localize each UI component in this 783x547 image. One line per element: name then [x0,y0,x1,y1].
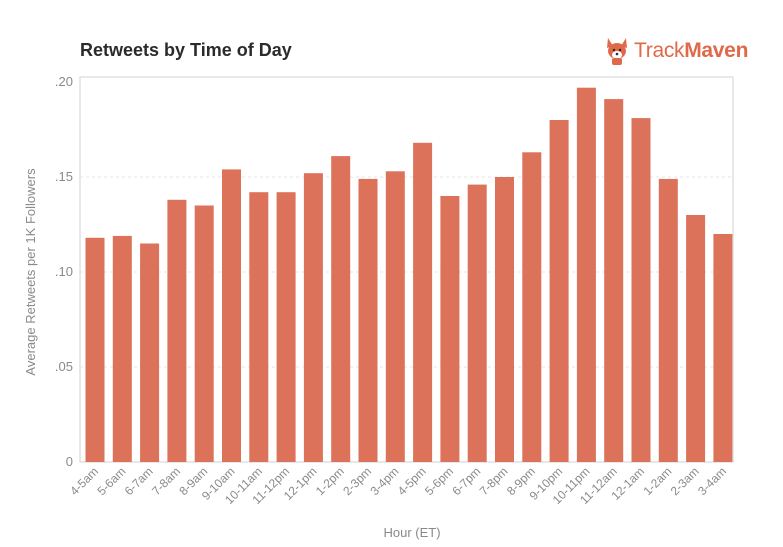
bar-6-7pm [467,184,487,462]
x-axis-label: Hour (ET) [383,525,440,540]
bar-8-9am [194,205,214,462]
bar-9-10pm [549,120,569,462]
x-tick-label: 5-6pm [422,464,456,498]
bar-1-2am [658,178,678,462]
bar-3-4am [713,234,733,462]
x-tick-label: 7-8am [149,464,183,498]
x-tick-label: 1-2pm [313,464,347,498]
y-tick-label: .05 [55,359,73,374]
y-tick-label: .20 [55,74,73,89]
plot-frame [79,76,734,463]
bar-11-12am [604,99,624,462]
bar-2-3am [686,215,706,462]
brand-name-part2: Maven [684,39,749,62]
bar-12-1pm [303,173,323,462]
x-tick-label: 3-4pm [367,464,401,498]
trackmaven-logo: TrackMaven [604,36,748,66]
bar-7-8am [167,199,187,463]
brand-name: TrackMaven [634,39,748,63]
chart-title: Retweets by Time of Day [80,40,292,60]
x-tick-label: 1-2am [640,464,674,498]
y-tick-label: .15 [55,169,73,184]
x-tick-label: 6-7pm [449,464,483,498]
x-tick-label: 3-4am [695,464,729,498]
y-tick-label: 0 [66,454,73,469]
bar-11-12pm [276,192,296,462]
brand-name-part1: Track [634,39,685,62]
bar-3-4pm [385,171,405,463]
x-tick-label: 4-5am [67,464,101,498]
bar-5-6pm [440,196,460,462]
bar-7-8pm [495,177,514,462]
x-tick-label: 2-3am [668,464,702,498]
bar-8-9pm [522,152,542,463]
bar-10-11pm [576,87,596,462]
bar-10-11am [249,192,269,462]
x-tick-label: 2-3pm [340,464,374,498]
bar-6-7am [140,243,160,462]
bar-1-2pm [331,156,351,462]
x-tick-label: 4-5pm [395,464,429,498]
x-axis-ticks: 4-5am5-6am6-7am7-8am8-9am9-10am10-11am11… [67,464,729,507]
y-tick-label: .10 [55,264,73,279]
bar-4-5pm [413,142,433,463]
bar-4-5am [85,237,105,462]
x-tick-label: 6-7am [122,464,156,498]
y-axis-label: Average Retweets per 1K Followers [23,168,38,376]
gridlines [80,176,733,368]
y-axis-ticks: 0 .05 .10 .15 .20 [55,74,73,469]
bar-12-1am [631,118,651,462]
bars [85,87,733,463]
bar-2-3pm [358,178,378,462]
bar-5-6am [112,235,132,462]
x-tick-label: 5-6am [94,464,128,498]
bar-9-10am [222,169,241,462]
corgi-icon [607,38,627,65]
x-tick-label: 7-8pm [477,464,511,498]
